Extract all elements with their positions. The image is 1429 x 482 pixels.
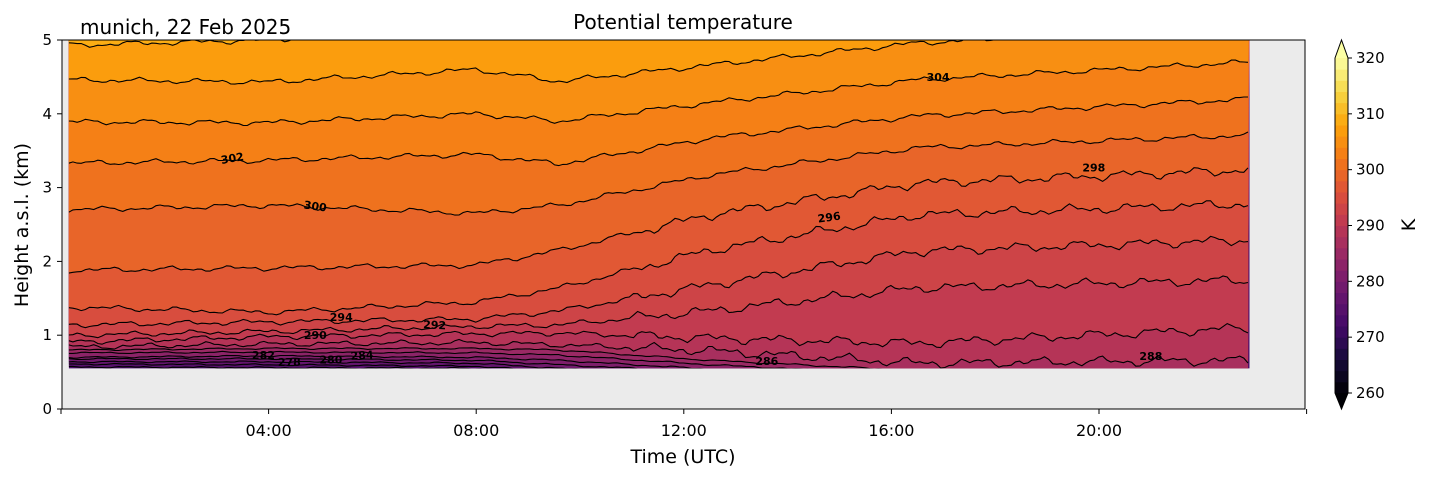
contour-line-274 bbox=[68, 365, 482, 369]
contour-label: 284 bbox=[350, 348, 374, 363]
colorbar-band bbox=[1335, 348, 1348, 360]
contour-line-282 bbox=[68, 354, 704, 369]
y-tick-label: 1 bbox=[42, 326, 52, 344]
colorbar-band bbox=[1335, 136, 1348, 148]
colorbar-band bbox=[1335, 281, 1348, 293]
colorbar-band bbox=[1335, 225, 1348, 238]
y-tick-label: 5 bbox=[42, 31, 52, 49]
contour-label: 298 bbox=[1082, 162, 1105, 175]
colorbar-band bbox=[1335, 214, 1348, 226]
contour-label: 304 bbox=[927, 71, 950, 84]
contour-label: 302 bbox=[220, 150, 245, 167]
colorbar-tick-label: 320 bbox=[1356, 49, 1385, 67]
colorbar-tick-label: 290 bbox=[1356, 217, 1385, 235]
colorbar-tick-label: 280 bbox=[1356, 272, 1385, 290]
y-tick-label: 2 bbox=[42, 252, 52, 270]
contour-line-298 bbox=[68, 167, 1249, 274]
colorbar-band bbox=[1335, 381, 1348, 394]
colorbar-tick-label: 300 bbox=[1356, 161, 1385, 179]
contour-line-292 bbox=[68, 275, 1249, 339]
contour-line-290 bbox=[68, 322, 1249, 349]
colorbar-band bbox=[1335, 292, 1348, 305]
contour-band-306 bbox=[68, 40, 999, 85]
x-axis-label: Time (UTC) bbox=[629, 446, 735, 468]
contour-labels: 304 302 300 298 296 294 292 290 288 286 284 282 280 2… bbox=[220, 71, 1162, 369]
colorbar-tick-label: 310 bbox=[1356, 105, 1385, 123]
contour-line-302 bbox=[68, 96, 1248, 167]
colorbar-band bbox=[1335, 337, 1348, 349]
x-tick-label: 12:00 bbox=[661, 421, 707, 440]
contour-line-276 bbox=[68, 362, 516, 369]
colorbar-band bbox=[1335, 370, 1348, 383]
y-axis: 0 1 2 3 4 5 bbox=[42, 31, 62, 418]
colorbar-band bbox=[1335, 192, 1348, 204]
colorbar-band bbox=[1335, 158, 1348, 171]
contour-label: 292 bbox=[423, 318, 447, 332]
colorbar-band bbox=[1335, 259, 1348, 271]
x-tick-label: 04:00 bbox=[246, 421, 292, 440]
x-tick-label: 20:00 bbox=[1076, 421, 1122, 440]
contour-line-280 bbox=[68, 357, 638, 369]
colorbar-extend-max bbox=[1335, 40, 1348, 58]
colorbar-band bbox=[1335, 247, 1348, 260]
contour-line-300 bbox=[68, 131, 1249, 216]
colorbar-band bbox=[1335, 314, 1348, 327]
contour-label: 282 bbox=[252, 349, 275, 362]
colorbar-band bbox=[1335, 326, 1348, 338]
colorbar-band bbox=[1335, 69, 1348, 81]
contour-label: 286 bbox=[755, 355, 778, 368]
colorbar-tick-label: 270 bbox=[1356, 328, 1385, 346]
contour-line-284 bbox=[68, 350, 809, 369]
x-tick-label: 08:00 bbox=[453, 421, 499, 440]
contour-fills bbox=[68, 40, 1250, 369]
colorbar-band bbox=[1335, 303, 1348, 316]
colorbar-band bbox=[1335, 80, 1348, 92]
contour-line-294 bbox=[68, 235, 1249, 329]
colorbar-band bbox=[1335, 180, 1348, 193]
y-tick-label: 0 bbox=[42, 400, 52, 418]
contour-line-306 bbox=[68, 40, 1017, 85]
contour-line-296 bbox=[68, 200, 1249, 316]
chart-title: Potential temperature bbox=[573, 10, 793, 34]
contour-line-278 bbox=[68, 360, 580, 369]
contour-label: 300 bbox=[303, 199, 328, 215]
colorbar-extend-min bbox=[1335, 393, 1348, 409]
colorbar-band bbox=[1335, 125, 1348, 137]
x-axis: 04:00 08:00 12:00 16:00 20:00 bbox=[60, 409, 1308, 440]
contour-label: 296 bbox=[817, 210, 842, 226]
colorbar-band bbox=[1335, 203, 1348, 215]
contour-lines bbox=[68, 40, 1249, 369]
contour-line-286 bbox=[68, 347, 883, 369]
chart-subtitle: munich, 22 Feb 2025 bbox=[80, 15, 291, 39]
colorbar-band bbox=[1335, 58, 1348, 70]
colorbar: 260 270 280 290 300 310 320 bbox=[1334, 38, 1385, 411]
colorbar-band bbox=[1335, 113, 1348, 126]
colorbar-band bbox=[1335, 236, 1348, 249]
colorbar-band bbox=[1335, 91, 1348, 104]
contour-label: 288 bbox=[1139, 350, 1162, 363]
colorbar-band bbox=[1335, 359, 1348, 372]
x-tick-label: 16:00 bbox=[868, 421, 914, 440]
contour-label: 278 bbox=[278, 356, 301, 369]
colorbar-band bbox=[1335, 147, 1348, 159]
colorbar-band bbox=[1335, 270, 1348, 282]
contour-line-288 bbox=[68, 338, 1249, 369]
y-axis-label: Height a.s.l. (km) bbox=[11, 143, 33, 307]
colorbar-band bbox=[1335, 169, 1348, 182]
colorbar-tick-label: 260 bbox=[1356, 384, 1385, 402]
contour-label: 294 bbox=[330, 311, 353, 324]
colorbar-band bbox=[1335, 102, 1348, 115]
contour-line-304 bbox=[68, 59, 1249, 127]
y-tick-label: 4 bbox=[42, 105, 52, 123]
contour-label: 290 bbox=[304, 329, 327, 342]
colorbar-label: K bbox=[1398, 218, 1420, 231]
contour-label: 280 bbox=[319, 354, 342, 367]
y-tick-label: 3 bbox=[42, 179, 52, 197]
